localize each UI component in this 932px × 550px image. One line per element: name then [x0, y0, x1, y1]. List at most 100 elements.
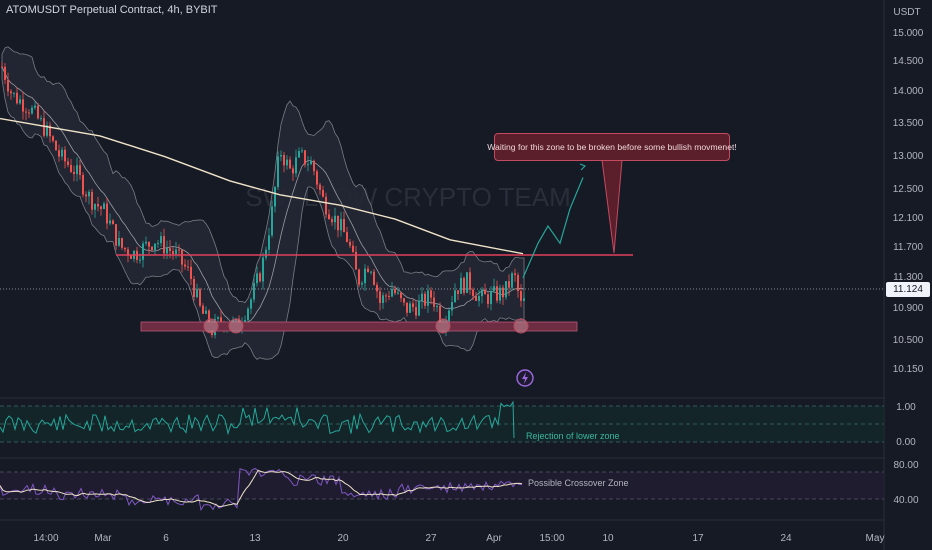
- candle-body: [34, 105, 36, 108]
- candle-body: [463, 277, 465, 293]
- time-axis[interactable]: 14:00 Mar 6 13 20 27 Apr 15:00 10 17 24 …: [33, 533, 884, 544]
- candle-body: [91, 191, 93, 210]
- time-tick: 17: [692, 533, 704, 544]
- price-tick: 13.000: [893, 151, 924, 162]
- candle-body: [403, 298, 405, 303]
- candle-body: [301, 150, 303, 152]
- indicator2-band: [0, 472, 884, 499]
- support-touch-marker[interactable]: [228, 318, 244, 334]
- candle-body: [175, 249, 177, 254]
- candle-body: [94, 204, 96, 210]
- candle-body: [421, 293, 423, 302]
- candle-body: [487, 294, 489, 304]
- candle-body: [151, 246, 153, 251]
- candle-body: [55, 140, 57, 151]
- support-touch-marker[interactable]: [513, 318, 529, 334]
- candle-body: [322, 189, 324, 197]
- support-touch-marker[interactable]: [435, 318, 451, 334]
- candle-body: [454, 290, 456, 303]
- candle-body: [457, 290, 459, 294]
- candle-body: [400, 292, 402, 299]
- candle-body: [286, 159, 288, 166]
- candle-body: [142, 243, 144, 260]
- candle-body: [271, 206, 273, 236]
- time-tick: 20: [337, 533, 349, 544]
- candle-body: [103, 203, 105, 210]
- candle-body: [64, 149, 66, 162]
- time-tick: Mar: [94, 533, 112, 544]
- price-tick: 10.900: [893, 303, 924, 314]
- candle-body: [364, 268, 366, 284]
- candle-body: [43, 118, 45, 136]
- candle-body: [484, 289, 486, 295]
- lightning-bolt-icon[interactable]: [516, 369, 534, 387]
- candle-body: [493, 286, 495, 291]
- candle-body: [370, 271, 372, 273]
- candle-body: [448, 310, 450, 324]
- moving-average-line: [0, 117, 524, 255]
- candle-body: [427, 290, 429, 306]
- time-tick: 6: [163, 533, 169, 544]
- candle-body: [61, 149, 63, 157]
- candle-body: [268, 235, 270, 250]
- price-tick: 10.150: [893, 364, 924, 375]
- candle-body: [49, 125, 51, 137]
- projection-path[interactable]: [522, 177, 584, 279]
- candle-body: [1, 66, 3, 68]
- candle-body: [139, 259, 141, 261]
- candle-body: [253, 283, 255, 300]
- candle-body: [202, 305, 204, 314]
- candle-body: [196, 289, 198, 298]
- candle-body: [19, 99, 21, 104]
- candle-body: [52, 136, 54, 141]
- candle-body: [124, 247, 126, 250]
- candle-body: [208, 310, 210, 327]
- candle-body: [40, 118, 42, 120]
- oscillator-line: [0, 400, 515, 439]
- candle-body: [205, 310, 207, 314]
- candle-body: [343, 219, 345, 233]
- candle-body: [325, 196, 327, 215]
- price-tick: 13.500: [893, 118, 924, 129]
- candle-body: [388, 295, 390, 297]
- candle-body: [436, 306, 438, 308]
- support-touch-marker[interactable]: [203, 318, 219, 334]
- indicator2-note: Possible Crossover Zone: [528, 478, 629, 488]
- candle-body: [415, 307, 417, 316]
- candle-body: [100, 206, 102, 210]
- current-price-tag: 11.124: [886, 282, 930, 297]
- candle-body: [166, 248, 168, 254]
- price-tick: 11.700: [893, 242, 923, 253]
- candle-body: [22, 99, 24, 112]
- price-tick: 14.000: [893, 86, 924, 97]
- candle-body: [187, 266, 189, 268]
- candle-body: [397, 292, 399, 294]
- time-tick: 10: [602, 533, 614, 544]
- candle-body: [199, 289, 201, 306]
- candle-body: [319, 184, 321, 190]
- candle-body: [475, 296, 477, 301]
- candle-body: [451, 302, 453, 311]
- candle-body: [76, 165, 78, 175]
- support-zone[interactable]: [140, 321, 578, 332]
- candle-body: [424, 293, 426, 306]
- indicator2-tick: 80.00: [893, 460, 918, 471]
- candle-body: [349, 241, 351, 246]
- time-tick: 13: [249, 533, 261, 544]
- time-tick: 14:00: [33, 533, 58, 544]
- annotation-callout[interactable]: Waiting for this zone to be broken befor…: [487, 133, 737, 161]
- price-axis[interactable]: USDT 15.000 14.500 14.000 13.500 13.000 …: [893, 7, 924, 375]
- candle-body: [37, 105, 39, 119]
- chart-title[interactable]: ATOMUSDT Perpetual Contract, 4h, BYBIT: [6, 4, 218, 16]
- price-tick: 15.000: [893, 28, 924, 39]
- candle-body: [298, 151, 300, 158]
- candle-body: [79, 165, 81, 175]
- candle-body: [148, 241, 150, 247]
- time-tick: 24: [780, 533, 792, 544]
- candle-body: [274, 187, 276, 207]
- candle-body: [31, 107, 33, 114]
- candle-body: [247, 308, 249, 320]
- candle-body: [169, 248, 171, 252]
- candle-body: [337, 215, 339, 231]
